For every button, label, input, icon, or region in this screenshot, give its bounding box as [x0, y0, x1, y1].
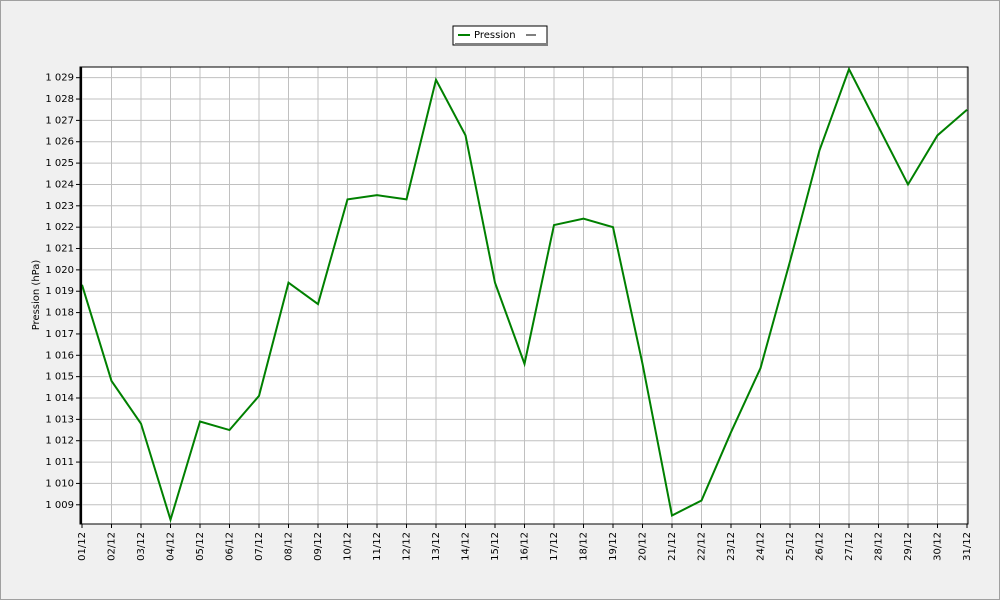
y-tick-label: 1 023: [45, 201, 74, 212]
y-tick-label: 1 027: [45, 115, 74, 126]
y-tick-label: 1 025: [45, 158, 74, 169]
x-tick-label: 01/12: [77, 532, 88, 561]
x-tick-label: 14/12: [461, 532, 472, 561]
y-tick-label: 1 029: [45, 73, 74, 84]
x-tick-label: 11/12: [372, 532, 383, 561]
y-tick-label: 1 016: [45, 350, 74, 361]
y-axis-label: Pression (hPa): [31, 260, 42, 331]
marks: [81, 66, 968, 524]
x-tick-label: 19/12: [608, 532, 619, 561]
y-tick-label: 1 010: [45, 478, 74, 489]
y-tick-label: 1 014: [45, 393, 74, 404]
y-tick-label: 1 022: [45, 222, 74, 233]
y-tick-label: 1 020: [45, 265, 74, 276]
grid: 1 009 1 010 1 011 1 012 1 013 1 014 1 015 1 016…: [45, 67, 973, 561]
y-tick-label: 1 012: [45, 436, 74, 447]
x-tick-label: 10/12: [343, 532, 354, 561]
x-tick-label: 08/12: [284, 532, 295, 561]
x-tick-label: 17/12: [549, 532, 560, 561]
x-tick-label: 28/12: [874, 532, 885, 561]
y-tick-label: 1 018: [45, 308, 74, 319]
x-tick-label: 09/12: [313, 532, 324, 561]
x-tick-label: 13/12: [431, 532, 442, 561]
x-tick-label: 15/12: [490, 532, 501, 561]
x-tick-label: 22/12: [697, 532, 708, 561]
y-tick-label: 1 011: [45, 457, 74, 468]
x-tick-label: 23/12: [726, 532, 737, 561]
x-tick-label: 27/12: [844, 532, 855, 561]
x-tick-label: 25/12: [785, 532, 796, 561]
x-tick-label: 31/12: [962, 532, 973, 561]
x-tick-label: 12/12: [402, 532, 413, 561]
legend-shadow: [455, 43, 548, 46]
x-tick-label: 26/12: [815, 532, 826, 561]
legend: Pression: [452, 25, 548, 46]
x-tick-label: 02/12: [107, 532, 118, 561]
y-tick-label: 1 019: [45, 286, 74, 297]
line: [81, 66, 968, 524]
y-tick-label: 1 028: [45, 94, 74, 105]
x-tick-label: 18/12: [579, 532, 590, 561]
y-tick-label: 1 009: [45, 500, 74, 511]
y-tick-label: 1 026: [45, 137, 74, 148]
legend-label: Pression: [474, 30, 516, 41]
x-tick-label: 16/12: [520, 532, 531, 561]
x-tick-label: 21/12: [667, 532, 678, 561]
x-tick-label: 29/12: [903, 532, 914, 561]
y-tick-label: 1 024: [45, 179, 74, 190]
x-tick-label: 24/12: [756, 532, 767, 561]
x-tick-label: 06/12: [225, 532, 236, 561]
y-tick-label: 1 021: [45, 244, 74, 255]
x-tick-label: 30/12: [933, 532, 944, 561]
y-tick-label: 1 013: [45, 414, 74, 425]
x-tick-label: 07/12: [254, 532, 265, 561]
x-tick-label: 03/12: [136, 532, 147, 561]
y-tick-label: 1 017: [45, 329, 74, 340]
x-tick-label: 05/12: [195, 532, 206, 561]
x-tick-label: 04/12: [166, 532, 177, 561]
x-tick-label: 20/12: [638, 532, 649, 561]
y-tick-label: 1 015: [45, 372, 74, 383]
